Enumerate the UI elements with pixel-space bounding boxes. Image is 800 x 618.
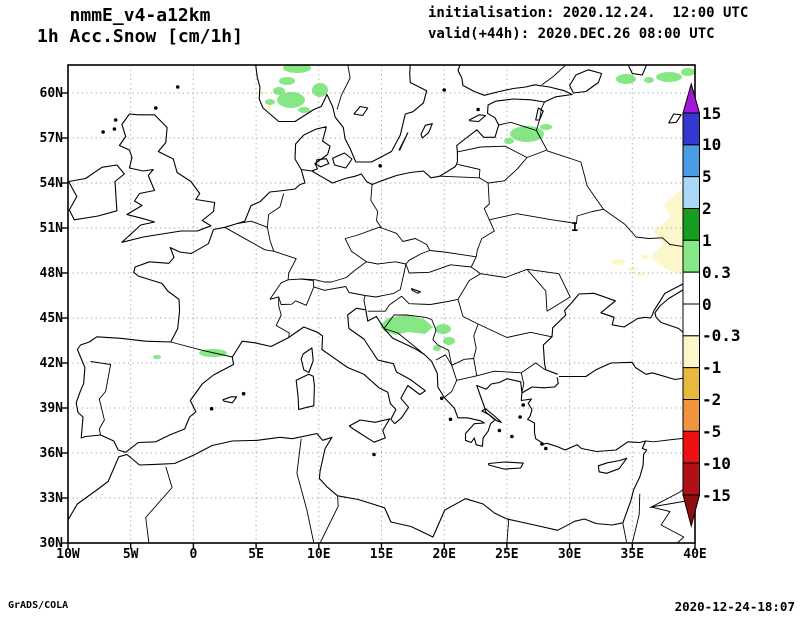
colorbar-tick-label: -5 xyxy=(702,421,722,441)
lat-tick-label: 36N xyxy=(39,445,63,461)
small-islands xyxy=(101,85,548,457)
colorbar-tick-label: -2 xyxy=(702,390,722,409)
colorbar-segments xyxy=(682,82,701,528)
colorbar-tick-label: 0 xyxy=(702,294,712,314)
lat-tick-label: 30N xyxy=(39,535,63,551)
colorbar-tick-label: 0.3 xyxy=(702,262,731,282)
lon-tick-label: 20E xyxy=(432,547,456,562)
lat-tick-label: 45N xyxy=(39,310,63,326)
axis-ticks xyxy=(62,92,696,549)
lon-tick-label: 5W xyxy=(122,547,139,562)
lat-tick-label: 42N xyxy=(39,355,63,371)
lat-tick-label: 51N xyxy=(39,220,63,236)
colorbar-arrow-top xyxy=(682,82,701,114)
lon-tick-label: 40E xyxy=(683,547,707,562)
lon-tick-label: 0 xyxy=(189,547,198,562)
lon-tick-label: 15E xyxy=(369,547,394,562)
colorbar-tick-label: 10 xyxy=(702,135,722,155)
footer-timestamp: 2020-12-24-18:07 xyxy=(674,599,795,614)
colorbar-tick-label: -10 xyxy=(702,453,731,473)
lat-tick-label: 57N xyxy=(39,130,63,146)
colorbar-tick-label: 15 xyxy=(702,103,722,123)
lat-tick-label: 39N xyxy=(39,400,63,416)
lat-tick-label: 54N xyxy=(39,175,63,191)
valid-time-label: valid(+44h): 2020.DEC.26 08:00 UTC xyxy=(428,26,715,42)
plot-title-model: nmmE_v4-a12km xyxy=(69,5,211,26)
lon-tick-label: 10W xyxy=(56,547,80,562)
colorbar-tick-label: -0.3 xyxy=(702,326,741,346)
colorbar-arrow-bottom xyxy=(682,494,701,528)
lat-tick-label: 33N xyxy=(39,490,63,506)
coastlines xyxy=(68,65,695,538)
colorbar-tick-label: 2 xyxy=(702,199,712,218)
init-time-label: initialisation: 2020.12.24. 12:00 UTC xyxy=(428,5,749,21)
colorbar-tick-label: 1 xyxy=(702,230,712,250)
lat-tick-label: 48N xyxy=(39,265,63,281)
lon-tick-label: 5E xyxy=(248,547,264,562)
lon-tick-label: 10E xyxy=(307,547,331,562)
lon-tick-label: 25E xyxy=(495,547,519,562)
lat-tick-label: 60N xyxy=(39,85,63,101)
colorbar-tick-label: -1 xyxy=(702,358,722,378)
lon-tick-label: 35E xyxy=(620,547,645,562)
country-borders xyxy=(90,65,695,543)
colorbar-tick-label: -15 xyxy=(702,485,731,505)
lon-tick-label: 30E xyxy=(557,547,582,562)
footer-grads-credit: GrADS/COLA xyxy=(8,600,69,611)
plot-title-variable: 1h Acc.Snow [cm/1h] xyxy=(37,26,243,47)
contour-label-1: 1 xyxy=(571,220,579,234)
colorbar-tick-label: 5 xyxy=(702,167,712,187)
